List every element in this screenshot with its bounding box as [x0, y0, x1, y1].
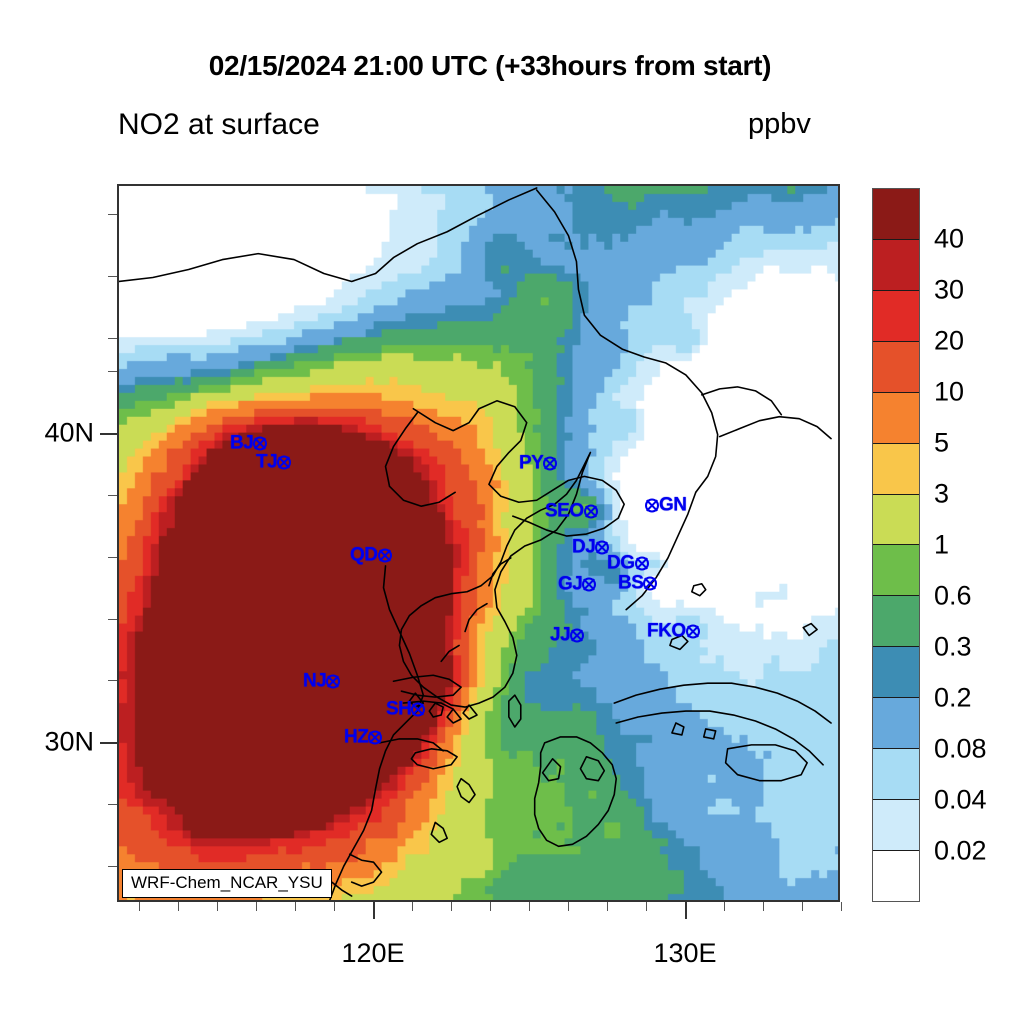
- y-tick-minor: [108, 338, 117, 339]
- x-tick-minor: [139, 902, 140, 911]
- colorbar-level-label: 3: [934, 478, 950, 509]
- y-tick-minor: [108, 276, 117, 277]
- x-tick-minor: [763, 902, 764, 911]
- x-tick-minor: [646, 902, 647, 911]
- colorbar-level-label: 40: [934, 223, 965, 254]
- no2-concentration-field: [119, 186, 838, 900]
- x-tick-minor: [256, 902, 257, 911]
- colorbar-band[interactable]: [873, 749, 919, 801]
- y-tick-minor: [108, 619, 117, 620]
- x-tick-major: [685, 902, 687, 919]
- x-axis-label: 120E: [341, 938, 405, 968]
- y-axis-label: 40N: [44, 417, 94, 448]
- x-tick-minor: [295, 902, 296, 911]
- colorbar-level-label: 0.02: [934, 835, 987, 866]
- colorbar-band[interactable]: [873, 239, 919, 291]
- colorbar[interactable]: [872, 188, 920, 902]
- x-tick-minor: [802, 902, 803, 911]
- y-tick-minor: [108, 371, 117, 372]
- colorbar-level-label: 5: [934, 427, 950, 458]
- colorbar-band[interactable]: [873, 392, 919, 444]
- y-tick-minor: [108, 557, 117, 558]
- y-tick-minor: [108, 866, 117, 867]
- colorbar-band[interactable]: [873, 545, 919, 597]
- colorbar-band[interactable]: [873, 698, 919, 750]
- colorbar-band[interactable]: [873, 596, 919, 648]
- x-tick-minor: [412, 902, 413, 911]
- x-tick-minor: [217, 902, 218, 911]
- y-tick-major: [100, 742, 117, 744]
- colorbar-level-label: 0.3: [934, 631, 972, 662]
- y-tick-minor: [108, 680, 117, 681]
- colorbar-band[interactable]: [873, 189, 919, 240]
- page-title: 02/15/2024 21:00 UTC (+33hours from star…: [208, 50, 772, 81]
- colorbar-band[interactable]: [873, 494, 919, 546]
- x-tick-minor: [334, 902, 335, 911]
- colorbar-band[interactable]: [873, 341, 919, 393]
- x-axis-label: 130E: [653, 938, 717, 968]
- x-tick-major: [373, 902, 375, 919]
- colorbar-level-label: 0.6: [934, 580, 972, 611]
- model-attribution: WRF-Chem_NCAR_YSU: [122, 869, 332, 898]
- colorbar-band[interactable]: [873, 443, 919, 495]
- x-tick-minor: [178, 902, 179, 911]
- map-plot-area[interactable]: [117, 184, 840, 902]
- y-tick-minor: [108, 214, 117, 215]
- colorbar-level-label: 10: [934, 376, 965, 407]
- x-tick-minor: [841, 902, 842, 911]
- colorbar-level-label: 30: [934, 274, 965, 305]
- field-label: NO2 at surface: [118, 108, 320, 141]
- colorbar-band[interactable]: [873, 800, 919, 851]
- x-tick-minor: [451, 902, 452, 911]
- colorbar-band[interactable]: [873, 647, 919, 699]
- colorbar-level-label: 1: [934, 529, 950, 560]
- colorbar-level-label: 0.04: [934, 784, 987, 815]
- colorbar-band[interactable]: [873, 850, 919, 901]
- x-tick-minor: [490, 902, 491, 911]
- x-tick-minor: [529, 902, 530, 911]
- y-tick-minor: [108, 804, 117, 805]
- colorbar-level-label: 20: [934, 325, 965, 356]
- x-tick-minor: [607, 902, 608, 911]
- y-tick-minor: [108, 495, 117, 496]
- x-tick-minor: [724, 902, 725, 911]
- colorbar-level-label: 0.08: [934, 733, 987, 764]
- y-tick-major: [100, 433, 117, 435]
- y-axis-label: 30N: [44, 726, 94, 757]
- coastline-overlay: [119, 187, 832, 900]
- colorbar-level-label: 0.2: [934, 682, 972, 713]
- x-tick-minor: [568, 902, 569, 911]
- units-label: ppbv: [748, 108, 811, 140]
- colorbar-band[interactable]: [873, 290, 919, 342]
